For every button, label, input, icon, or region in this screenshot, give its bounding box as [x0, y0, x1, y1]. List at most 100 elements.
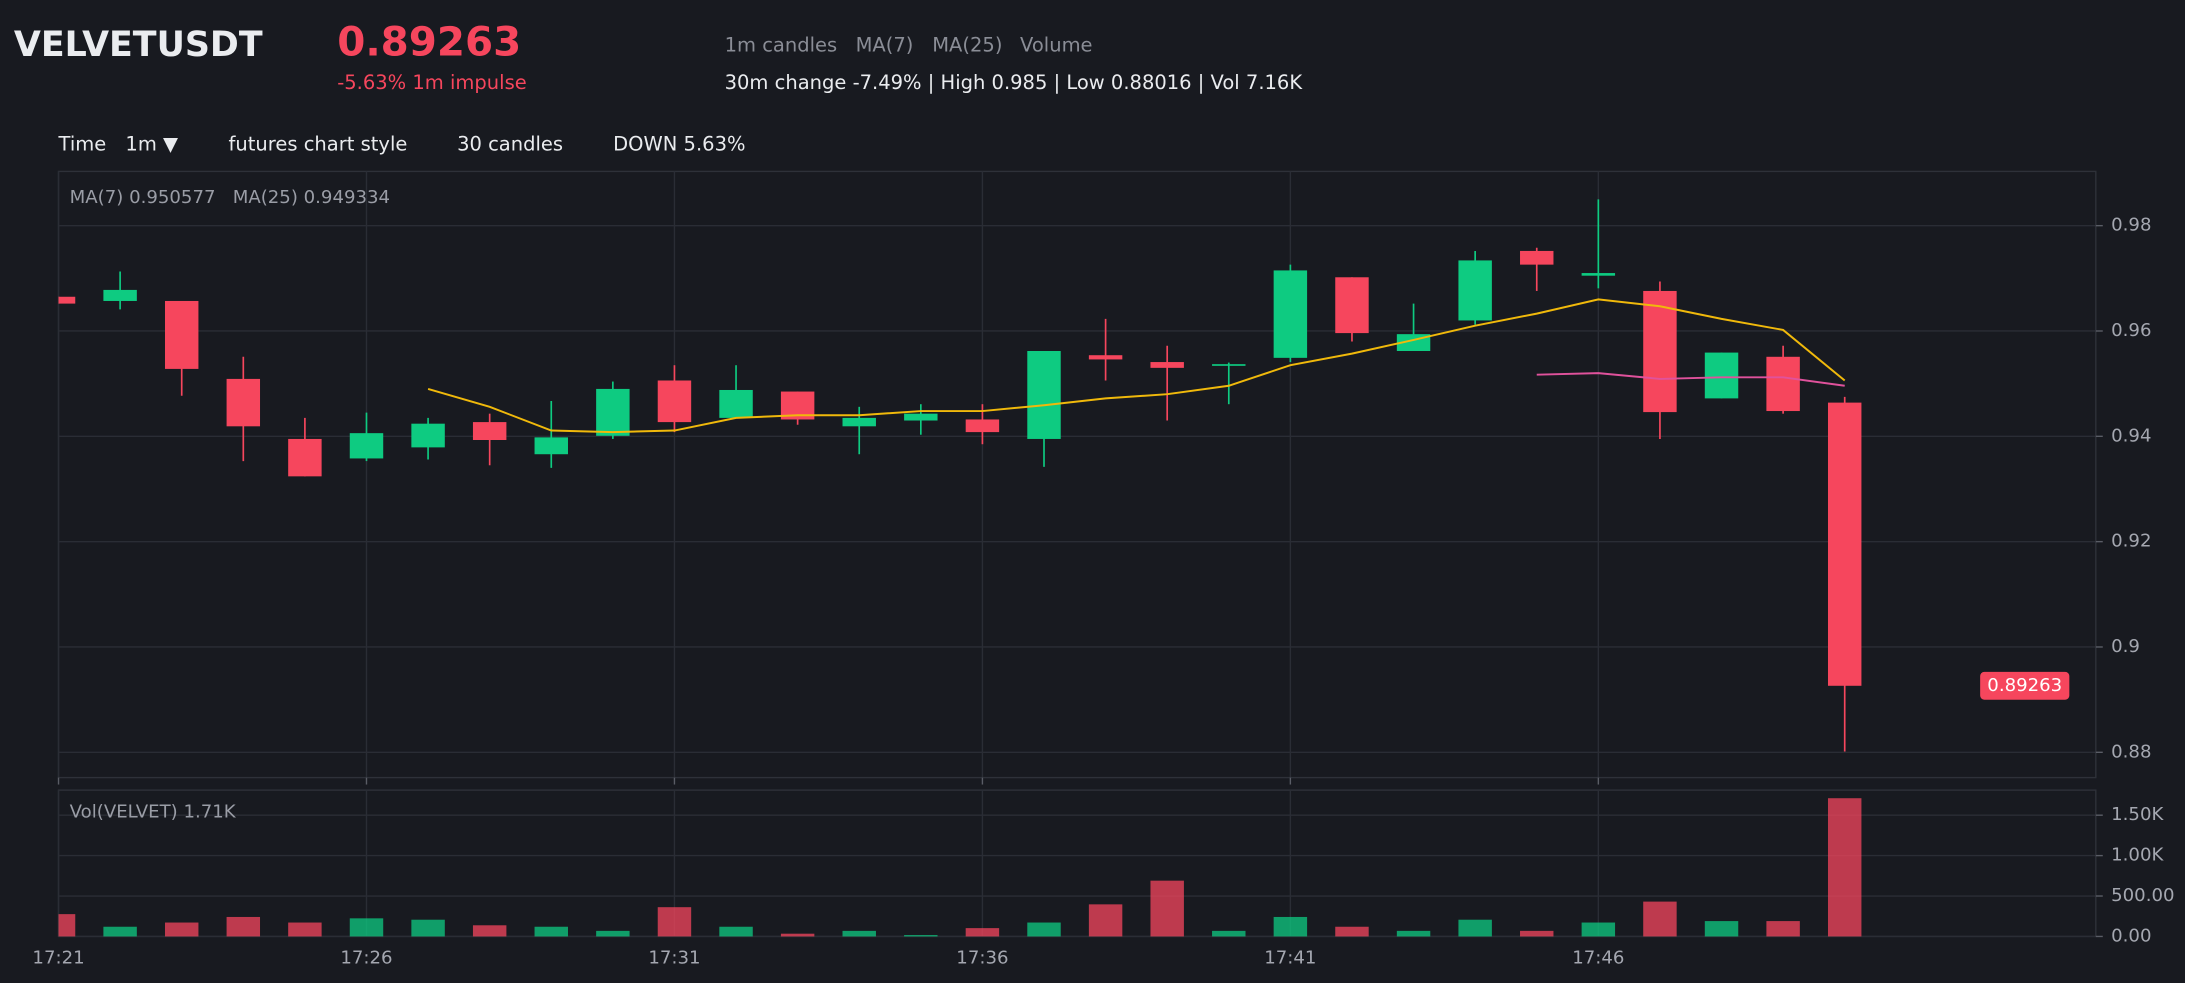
y-tick-label: 500.00 — [2111, 885, 2174, 906]
volume-bar — [1212, 930, 1246, 937]
price-tag — [1980, 671, 2070, 700]
volume-bar — [842, 930, 876, 937]
candle-body — [411, 423, 445, 448]
toolbar-item: 30 candles — [457, 132, 563, 155]
candle-body — [164, 300, 199, 369]
candle-body — [103, 289, 137, 301]
volume-pane — [57, 789, 2097, 938]
y-tick-label: 0.98 — [2111, 215, 2151, 236]
candle-body — [226, 378, 261, 427]
volume-bar — [1581, 922, 1616, 937]
candle-body — [596, 388, 630, 436]
candle-body — [965, 419, 1000, 433]
volume-bar — [164, 922, 199, 937]
volume-bar — [1643, 901, 1677, 937]
candle-body — [58, 296, 76, 304]
candle-body — [1273, 270, 1308, 358]
toolbar-item: DOWN 5.63% — [613, 132, 745, 155]
volume-bar — [1396, 930, 1431, 937]
candle-body — [349, 433, 384, 459]
indicator: MA(25) — [932, 33, 1002, 56]
volume-bar — [1704, 921, 1739, 937]
candle-body — [472, 422, 507, 441]
volume-bar — [411, 919, 445, 937]
volume-bar — [1150, 880, 1184, 937]
toolbar-label: Time — [58, 132, 107, 155]
candle-body — [1212, 364, 1246, 366]
candle-body — [1150, 362, 1184, 368]
y-tick-label: 0.9 — [2111, 636, 2140, 657]
candle-body — [1335, 277, 1369, 334]
legend-entry: MA(7) 0.950577 — [70, 187, 216, 208]
volume-bar — [780, 933, 815, 937]
x-tick-label: 17:26 — [340, 948, 392, 969]
candle-body — [904, 413, 938, 421]
candle-body — [657, 380, 692, 423]
candle-body — [1704, 352, 1739, 399]
ma-line — [1536, 372, 1845, 387]
symbol: VELVETUSDT — [14, 25, 263, 65]
volume-bar — [226, 916, 261, 937]
candle-body — [1766, 356, 1800, 412]
candle-body — [1027, 351, 1061, 439]
candle-body — [1581, 273, 1616, 276]
interval-select[interactable]: 1m ▼ — [125, 132, 178, 155]
volume-bar — [1273, 916, 1308, 937]
candle-body — [1827, 402, 1862, 686]
marks — [58, 199, 1862, 937]
y-tick-label: 0.96 — [2111, 320, 2151, 341]
candle-body — [534, 437, 568, 455]
x-tick-label: 17:31 — [648, 948, 700, 969]
volume-bar — [1827, 798, 1862, 937]
volume-bar — [657, 907, 692, 937]
price-tag-label: 0.89263 — [1987, 675, 2062, 696]
volume-bar — [472, 925, 507, 937]
legend-entry: MA(25) 0.949334 — [233, 187, 390, 208]
volume-bar — [596, 930, 630, 937]
last-price: 0.89263 — [337, 18, 521, 66]
indicator: MA(7) — [856, 33, 914, 56]
y-tick-label: 1.00K — [2111, 845, 2164, 866]
volume-bar — [1520, 930, 1554, 937]
candle-body — [1088, 355, 1123, 360]
y-tick-label: 1.50K — [2111, 804, 2164, 825]
volume-bar — [1458, 919, 1492, 937]
volume-title: Vol(VELVET) 1.71K — [70, 801, 237, 822]
indicator: 1m candles — [725, 33, 838, 56]
y-tick-label: 0.92 — [2111, 531, 2151, 552]
plot-layer: 0.88 0.9 0.92 0.94 0.96 0.98 0.00 500.00 1.00K 1.… — [32, 171, 2175, 969]
volume-bar — [534, 926, 568, 937]
x-tick-label: 17:21 — [32, 948, 84, 969]
impulse: -5.63% 1m impulse — [337, 71, 527, 94]
candle-body — [1458, 260, 1492, 321]
volume-bar — [965, 928, 1000, 937]
stats: 30m change -7.49% | High 0.985 | Low 0.8… — [725, 71, 1304, 94]
x-tick-label: 17:36 — [956, 948, 1008, 969]
toolbar-item: futures chart style — [229, 132, 408, 155]
volume-bar — [1088, 904, 1123, 937]
volume-bar — [349, 918, 384, 937]
candle-body — [1520, 250, 1554, 265]
y-tick-label: 0.00 — [2111, 925, 2151, 946]
volume-bar — [58, 914, 76, 937]
y-tick-label: 0.94 — [2111, 425, 2151, 446]
candle-body — [288, 438, 322, 477]
price-pane — [57, 170, 2097, 779]
volume-bar — [1766, 921, 1800, 937]
volume-bar — [904, 935, 938, 937]
ma-line — [427, 298, 1846, 434]
volume-bar — [719, 926, 753, 937]
x-tick-label: 17:41 — [1264, 948, 1316, 969]
volume-bar — [288, 922, 322, 937]
volume-bar — [1027, 922, 1061, 937]
y-tick-label: 0.88 — [2111, 741, 2151, 762]
candle-body — [719, 389, 753, 418]
volume-bar — [103, 926, 137, 937]
indicator: Volume — [1020, 33, 1093, 56]
x-tick-label: 17:46 — [1572, 948, 1624, 969]
candle-body — [1643, 290, 1677, 413]
candle-body — [842, 417, 876, 427]
volume-bar — [1335, 926, 1369, 937]
